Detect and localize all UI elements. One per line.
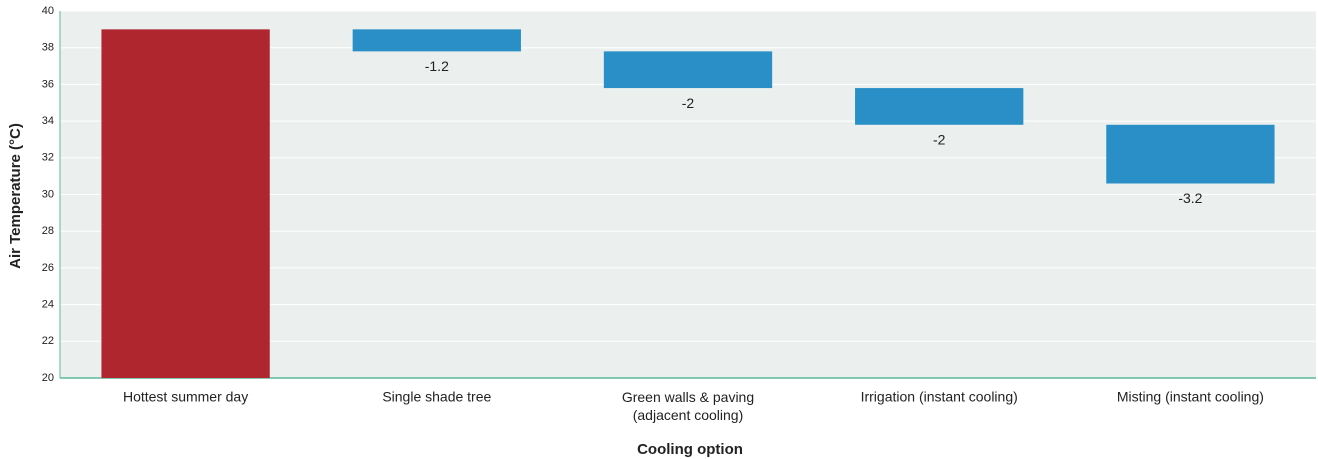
y-tick-label: 30 (42, 188, 54, 200)
x-tick-label: Single shade tree (382, 389, 491, 405)
bar (603, 51, 773, 89)
y-tick-label: 40 (42, 5, 54, 17)
y-tick-label: 22 (42, 335, 54, 347)
y-tick-label: 24 (42, 299, 54, 311)
y-axis-title: Air Temperature (°C) (7, 123, 24, 269)
data-label: -1.2 (425, 58, 449, 74)
bar (855, 88, 1024, 125)
bar (1106, 124, 1275, 184)
y-tick-label: 28 (42, 225, 54, 237)
x-tick-label: Misting (instant cooling) (1117, 389, 1264, 405)
y-tick-label: 32 (42, 152, 54, 164)
x-tick-label: Irrigation (instant cooling) (861, 389, 1018, 405)
data-label: -3.2 (1178, 190, 1202, 206)
bar (101, 29, 270, 378)
y-tick-label: 26 (42, 262, 54, 274)
y-tick-label: 34 (42, 115, 54, 127)
y-tick-label: 36 (42, 78, 54, 90)
y-tick-label: 20 (42, 372, 54, 384)
y-tick-label: 38 (42, 42, 54, 54)
data-label: -2 (682, 95, 695, 111)
bar (352, 29, 521, 52)
x-tick-label: Green walls & paving (adjacent cooling) (622, 389, 754, 423)
x-axis-title: Cooling option (637, 441, 743, 458)
x-tick-label: Hottest summer day (123, 389, 248, 405)
data-label: -2 (933, 131, 946, 147)
